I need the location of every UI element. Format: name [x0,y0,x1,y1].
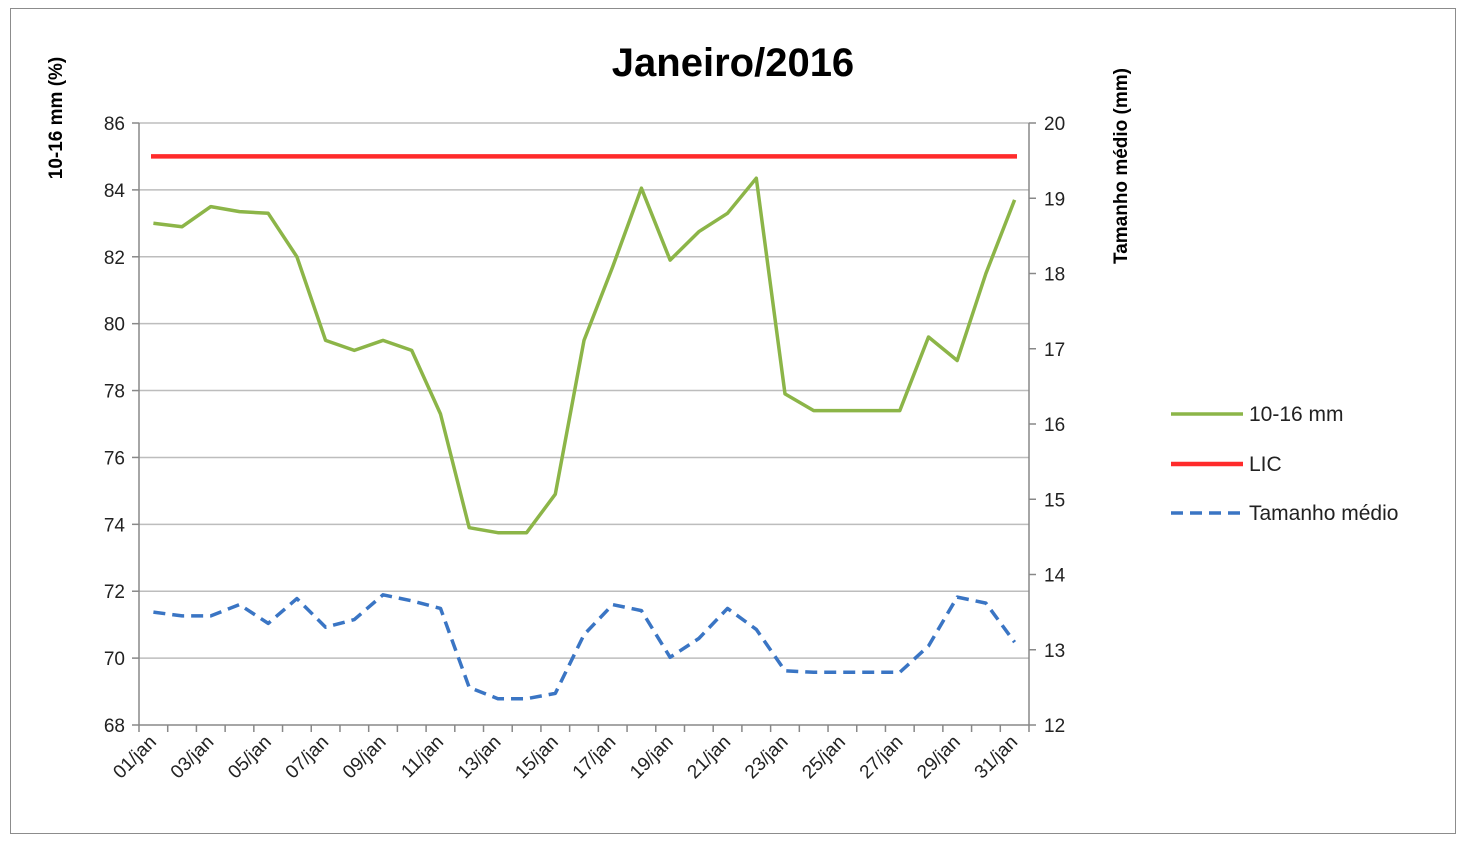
left-tick-label: 86 [104,114,125,135]
left-tick-label: 72 [104,582,125,603]
left-tick-label: 68 [104,716,125,737]
x-tick-label: 27/jan [856,732,907,783]
series-line-tamanho-m-dio [153,593,1017,701]
x-tick-label: 29/jan [913,732,964,783]
x-axis-ticks: 01/jan 03/jan 05/jan 07/jan 09/jan 11/jan 13/j… [109,725,1030,783]
chart-frame [10,8,1456,834]
left-axis-title: 10-16 mm (%) [46,57,67,180]
left-tick-label: 82 [104,248,125,269]
legend-label: 10-16 mm [1249,403,1344,426]
right-tick-label: 15 [1044,490,1065,511]
x-tick-label: 11/jan [398,732,448,782]
x-tick-label: 25/jan [798,732,849,783]
x-tick-label: 09/jan [339,732,390,783]
x-tick-label: 07/jan [282,732,333,783]
x-tick-label: 03/jan [167,732,218,783]
left-axis-ticks: 68 70 72 74 76 78 80 82 84 86 [104,114,139,737]
x-tick-label: 05/jan [224,732,275,783]
x-tick-label: 19/jan [626,732,677,783]
x-tick-label: 15/jan [511,732,562,783]
x-tick-label: 01/jan [109,732,160,783]
legend-label: LIC [1249,453,1282,476]
right-tick-label: 12 [1044,716,1065,737]
chart-title: Janeiro/2016 [612,41,854,85]
left-tick-label: 84 [104,181,126,202]
x-tick-label: 21/jan [684,732,735,783]
gridlines [139,122,1029,659]
legend-label: Tamanho médio [1249,502,1398,525]
left-tick-label: 78 [104,382,125,403]
x-tick-label: 17/jan [569,732,620,783]
right-tick-label: 17 [1044,340,1065,361]
right-tick-label: 14 [1044,566,1066,587]
right-tick-label: 13 [1044,641,1065,662]
right-tick-label: 18 [1044,265,1065,286]
left-tick-label: 74 [104,515,126,536]
left-tick-label: 76 [104,448,125,469]
x-tick-label: 31/jan [971,732,1022,783]
right-tick-label: 20 [1044,114,1065,135]
x-tick-label: 23/jan [741,732,792,783]
right-axis-ticks: 12 13 14 15 16 17 18 19 20 [1029,114,1066,737]
right-axis-title: Tamanho médio (mm) [1111,68,1132,264]
series-lines [151,154,1017,701]
left-tick-label: 80 [104,315,125,336]
legend: 10-16 mm LIC Tamanho médio [1171,403,1398,525]
right-tick-label: 16 [1044,415,1065,436]
right-tick-label: 19 [1044,189,1065,210]
left-tick-label: 70 [104,649,125,670]
x-tick-label: 13/jan [454,732,505,783]
series-line-10-16-mm [153,176,1017,535]
axes [138,123,1030,726]
